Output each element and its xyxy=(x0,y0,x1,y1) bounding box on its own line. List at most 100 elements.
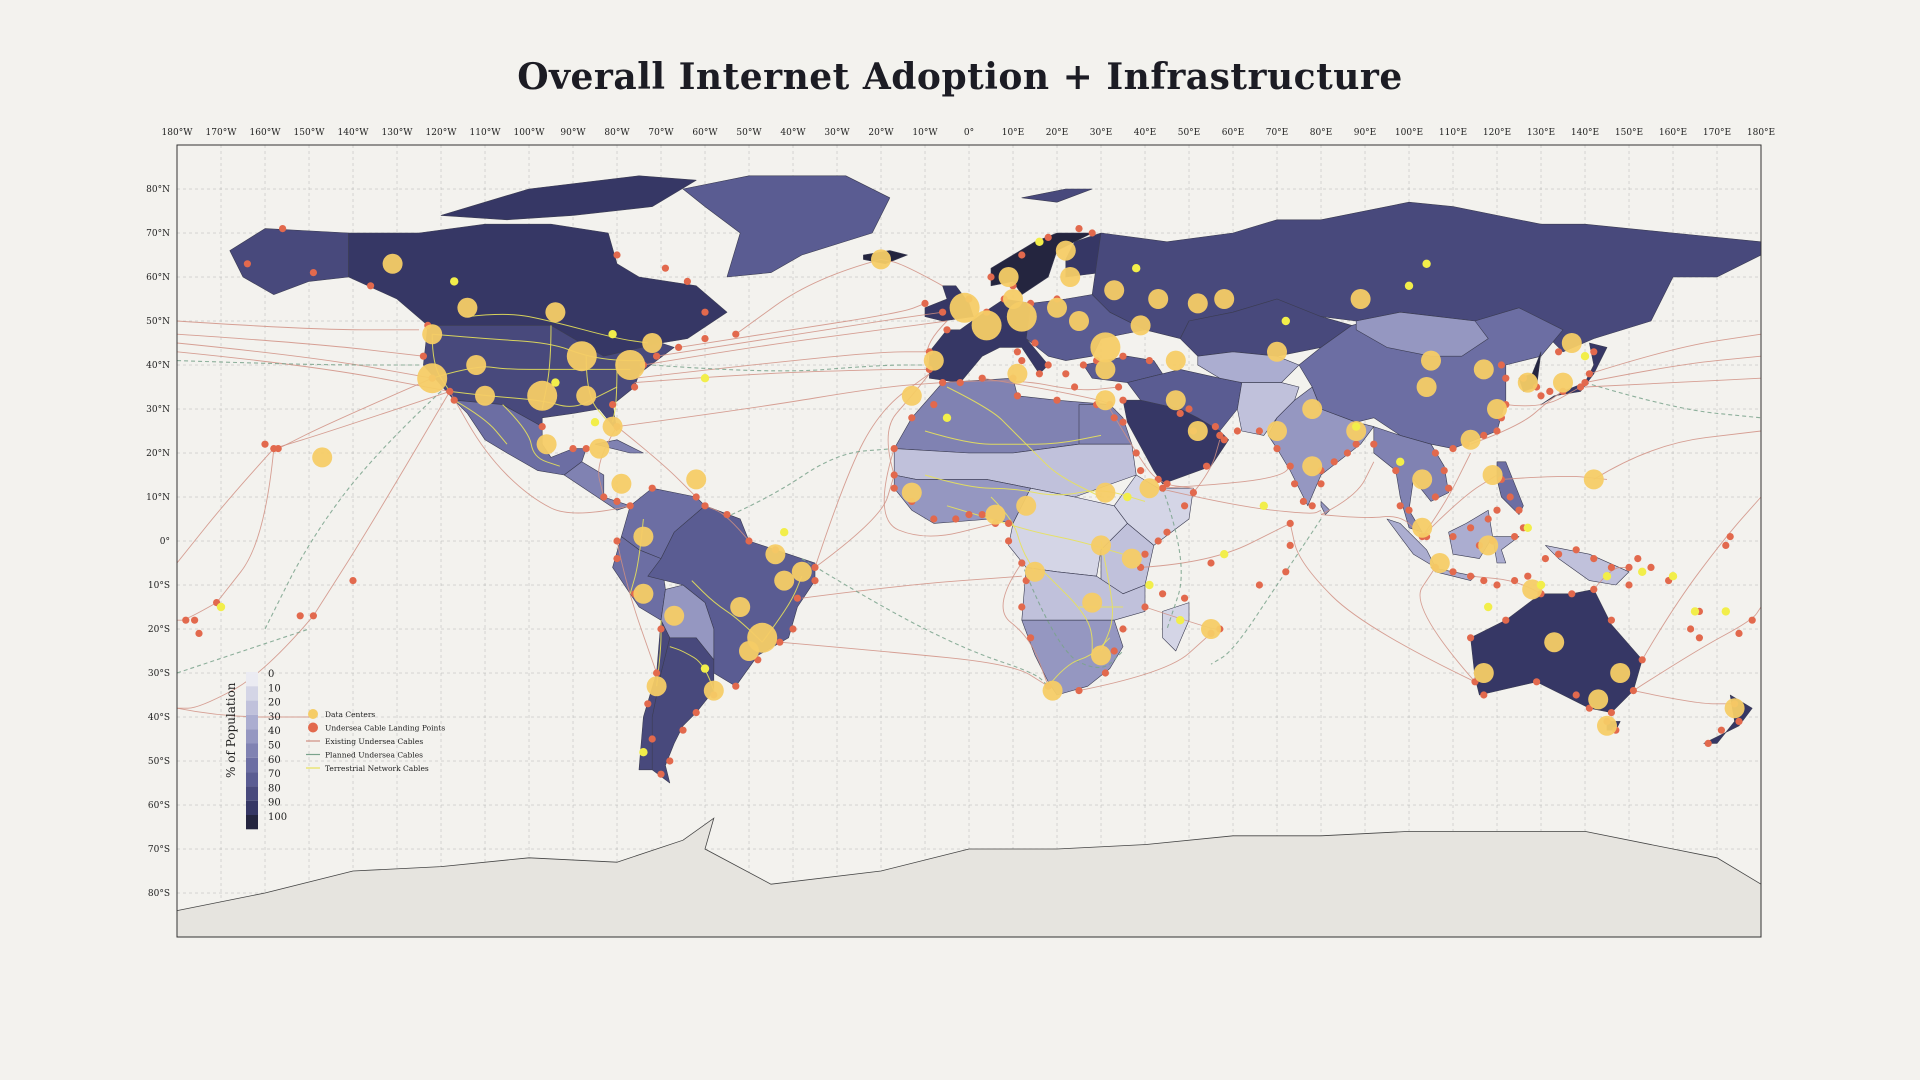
data-center xyxy=(971,310,1002,341)
landing-point xyxy=(776,638,784,646)
landing-point xyxy=(811,563,819,572)
landing-point xyxy=(1233,427,1241,435)
landing-point xyxy=(1717,726,1725,734)
longitude-label: 10°W xyxy=(912,128,938,138)
longitude-label: 80°W xyxy=(604,128,630,138)
planned-undersea-cable xyxy=(177,360,419,366)
landing-point xyxy=(1211,423,1219,431)
landing-point xyxy=(692,709,700,717)
landing-point xyxy=(661,264,670,272)
longitude-label: 170°W xyxy=(206,128,238,138)
legend-swatch xyxy=(246,700,258,715)
existing-undersea-cable xyxy=(634,351,930,379)
data-center xyxy=(536,434,557,455)
landing-point xyxy=(1449,568,1457,576)
latitude-label: 20°N xyxy=(146,449,170,459)
existing-undersea-cable xyxy=(801,575,1022,599)
landing-point xyxy=(1110,414,1118,422)
longitude-label: 50°E xyxy=(1178,128,1201,138)
small-data-point xyxy=(1638,567,1647,576)
legend-swatch xyxy=(246,800,258,815)
landing-point xyxy=(1546,387,1554,395)
data-center xyxy=(1610,663,1631,683)
latitude-label: 20°S xyxy=(148,625,170,635)
small-data-point xyxy=(1602,572,1612,581)
landing-point xyxy=(701,502,709,510)
legend-swatch xyxy=(246,729,258,744)
data-center xyxy=(382,253,403,274)
landing-point xyxy=(745,537,753,545)
landing-point xyxy=(683,277,692,285)
landing-point xyxy=(1137,467,1145,475)
landing-point xyxy=(1255,581,1263,589)
landing-point xyxy=(1141,550,1149,558)
longitude-label: 100°E xyxy=(1395,128,1423,138)
existing-undersea-cable xyxy=(1641,496,1761,661)
latitude-label: 10°S xyxy=(148,581,170,591)
landing-point xyxy=(613,251,621,259)
small-data-point xyxy=(1536,580,1546,590)
data-center xyxy=(1007,363,1028,384)
region xyxy=(1355,311,1489,357)
existing-undersea-cable xyxy=(1289,523,1476,683)
legend-scale-value: 50 xyxy=(268,741,281,752)
landing-point xyxy=(1585,370,1593,378)
legend-item-symbol xyxy=(308,722,318,733)
existing-undersea-cable xyxy=(1158,461,1291,489)
existing-undersea-cable xyxy=(177,333,424,357)
data-center xyxy=(1047,297,1067,318)
landing-point xyxy=(613,497,621,505)
longitude-label: 160°E xyxy=(1659,128,1687,138)
longitude-label: 110°W xyxy=(470,128,502,138)
landing-point xyxy=(1018,603,1026,611)
data-center xyxy=(1090,332,1121,363)
landing-point xyxy=(1154,537,1162,545)
existing-undersea-cable xyxy=(616,382,943,428)
landing-point xyxy=(732,330,740,338)
latitude-label: 30°S xyxy=(148,669,170,679)
landing-point xyxy=(987,273,995,281)
small-data-point xyxy=(1523,523,1533,532)
landing-point xyxy=(1695,634,1703,642)
longitude-label: 40°E xyxy=(1134,128,1157,138)
landing-point xyxy=(1013,392,1022,400)
existing-undersea-cable xyxy=(177,448,275,564)
landing-point xyxy=(1027,634,1035,642)
landing-point xyxy=(1018,559,1026,567)
landing-point xyxy=(349,577,357,585)
landing-point xyxy=(1291,480,1299,488)
data-center xyxy=(1069,311,1089,331)
longitude-label: 30°E xyxy=(1090,128,1113,138)
existing-undersea-cable xyxy=(1593,566,1629,590)
landing-point xyxy=(1044,361,1052,369)
existing-undersea-cable xyxy=(1140,522,1291,568)
data-center xyxy=(1042,680,1063,701)
data-center xyxy=(1187,293,1208,314)
existing-undersea-cable xyxy=(177,615,314,709)
data-center xyxy=(901,482,922,503)
landing-point xyxy=(631,383,639,391)
data-center xyxy=(312,447,333,468)
landing-point xyxy=(1629,687,1637,695)
landing-point xyxy=(1075,687,1083,695)
landing-point xyxy=(978,510,986,519)
landing-point xyxy=(1163,480,1171,488)
landing-point xyxy=(1207,559,1215,567)
longitude-label: 120°W xyxy=(426,128,458,138)
landing-point xyxy=(939,379,947,387)
region xyxy=(1540,342,1608,405)
data-center xyxy=(1302,399,1323,419)
landing-points xyxy=(182,225,1756,778)
landing-point xyxy=(1062,370,1070,378)
landing-point xyxy=(666,757,674,765)
landing-point xyxy=(921,299,929,307)
landing-point xyxy=(1352,440,1360,448)
small-data-point xyxy=(1035,237,1044,246)
legend-items: Data Centers Undersea Cable Landing Point… xyxy=(306,709,445,773)
data-center xyxy=(1267,341,1287,362)
landing-point xyxy=(701,335,709,343)
landing-point xyxy=(890,471,898,479)
existing-undersea-cable xyxy=(1589,333,1761,375)
small-data-point xyxy=(1668,572,1678,581)
existing-undersea-cable xyxy=(1320,514,1423,537)
